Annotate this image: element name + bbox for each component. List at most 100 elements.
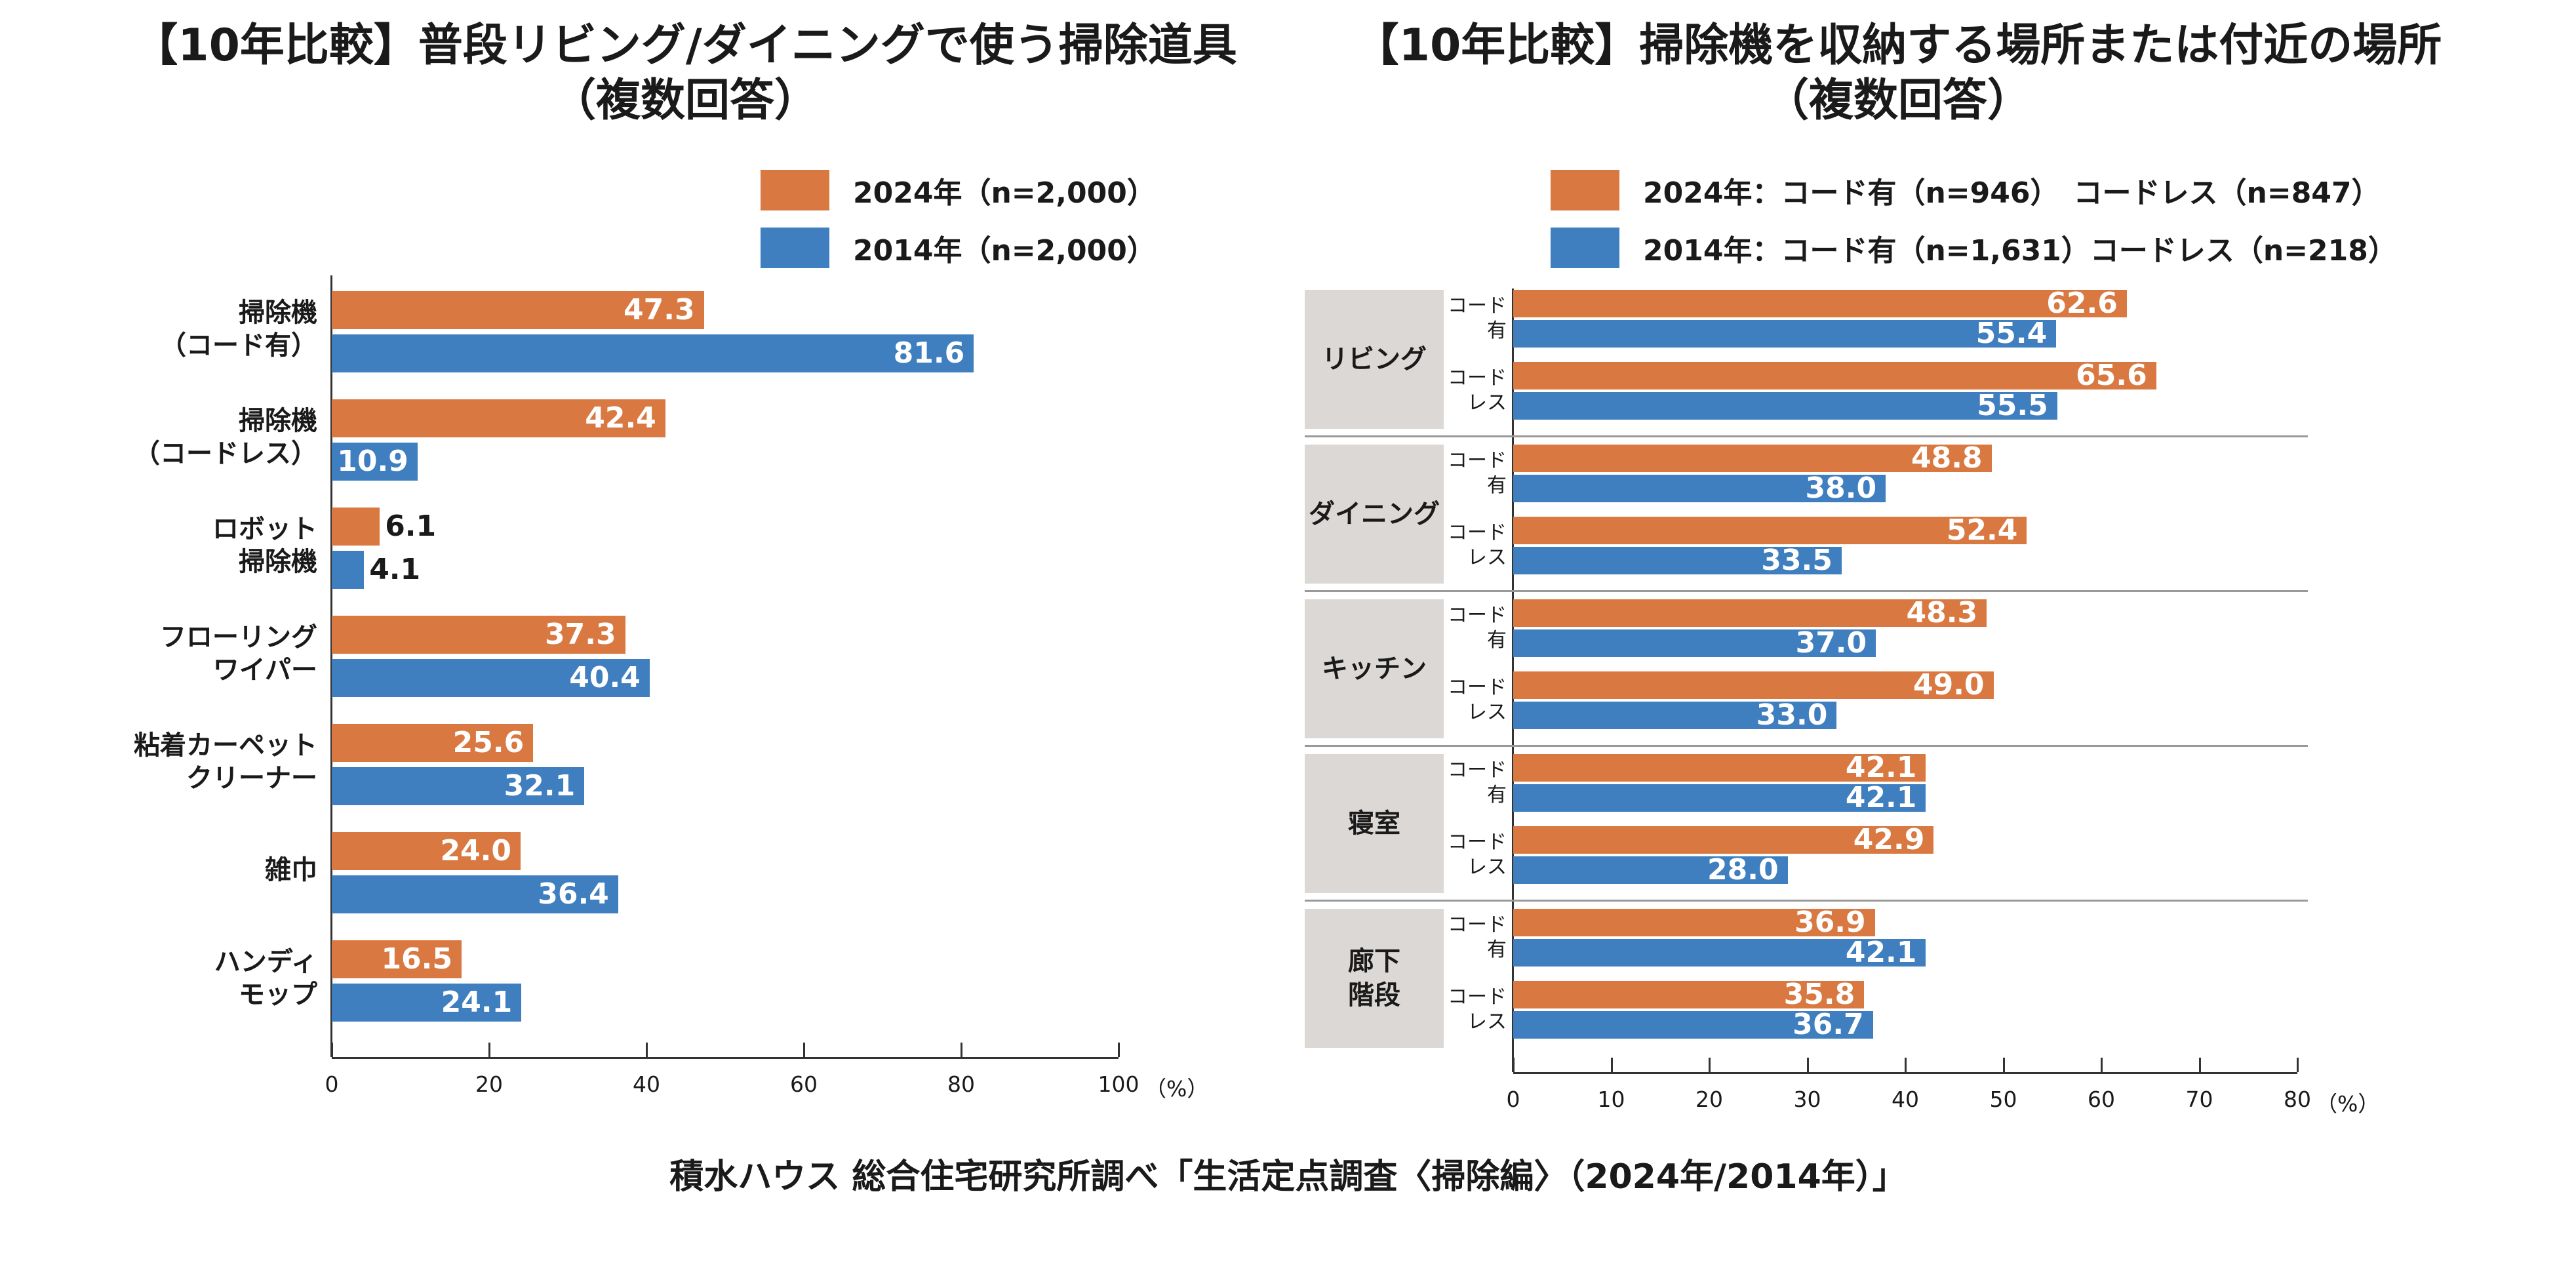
x-tick-label: 0 — [1506, 1087, 1520, 1112]
x-tick — [1905, 1058, 1907, 1072]
x-tick-label: 50 — [1989, 1087, 2017, 1112]
bar-2014 — [1513, 320, 2057, 348]
bar-2024 — [332, 940, 462, 978]
bar-value-2014: 40.4 — [569, 661, 641, 694]
x-tick-label: 80 — [2284, 1087, 2311, 1112]
group-label: リビング — [1305, 290, 1444, 429]
bar-value-2014: 42.1 — [1845, 936, 1917, 969]
legend-label-2024: 2024年：コード有（n=946） コードレス（n=847） — [1643, 176, 2381, 210]
bar-2014 — [1513, 475, 1886, 502]
bar-value-2024: 16.5 — [381, 942, 452, 976]
bar-value-2024: 42.4 — [585, 401, 656, 435]
bar-value-2024: 25.6 — [452, 726, 525, 759]
x-tick — [488, 1043, 490, 1057]
category-label: 掃除機 （コードレス） — [134, 406, 317, 469]
bar-value-2014: 33.5 — [1761, 544, 1833, 577]
bar-2014 — [1513, 784, 1926, 812]
bar-2024 — [332, 399, 665, 437]
x-tick-label: 30 — [1793, 1087, 1821, 1112]
x-tick-label: 40 — [1892, 1087, 1919, 1112]
bar-2024 — [332, 832, 521, 870]
group-label: ダイニング — [1305, 445, 1444, 584]
x-axis-line — [332, 1057, 1119, 1059]
left-legend-2024: 2024年（n=2,000） — [761, 169, 1156, 211]
bar-2024 — [1513, 290, 2127, 317]
legend-label-2014: 2014年（n=2,000） — [853, 234, 1156, 268]
right-chart-title: 【10年比較】掃除機を収納する場所または付近の場所 （複数回答） — [1354, 20, 2442, 127]
bar-2014 — [1513, 939, 1926, 967]
bar-value-2014: 37.0 — [1795, 626, 1867, 660]
legend-label-2014: 2014年：コード有（n=1,631）コードレス（n=218） — [1643, 234, 2397, 268]
sub-category-label: コード レス — [1448, 986, 1507, 1033]
x-tick-label: 20 — [475, 1071, 503, 1097]
bar-value-2024: 52.4 — [1946, 513, 2018, 547]
bar-value-2024: 6.1 — [385, 509, 437, 543]
sub-category-label: コード レス — [1448, 367, 1507, 414]
x-tick — [2198, 1058, 2201, 1072]
bar-2024 — [1513, 981, 1865, 1008]
bar-2014 — [332, 551, 365, 589]
bar-2024 — [1513, 671, 1994, 699]
bar-value-2024: 36.9 — [1794, 906, 1866, 939]
bar-value-2024: 48.8 — [1911, 441, 1983, 475]
bar-value-2014: 28.0 — [1707, 853, 1779, 887]
x-tick — [1513, 1058, 1515, 1072]
legend-swatch-2024 — [1551, 170, 1619, 210]
category-label: ロボット 掃除機 — [212, 514, 317, 577]
bar-2014 — [1513, 547, 1842, 574]
legend-swatch-2014 — [761, 228, 829, 268]
y-axis-line — [1512, 289, 1514, 1072]
bar-2014 — [1513, 392, 2057, 420]
bar-2014 — [1513, 629, 1876, 657]
bar-2024 — [332, 508, 380, 546]
sub-category-label: コード 有 — [1448, 913, 1507, 961]
bar-2024 — [1513, 826, 1934, 854]
y-axis-line — [330, 275, 332, 1057]
x-tick-label: 70 — [2185, 1087, 2213, 1112]
bar-2024 — [332, 291, 704, 329]
bar-value-2024: 42.9 — [1853, 823, 1925, 856]
bar-value-2014: 33.0 — [1756, 698, 1828, 732]
bar-value-2024: 24.0 — [440, 834, 511, 867]
bar-2024 — [1513, 362, 2156, 389]
legend-swatch-2024 — [761, 170, 829, 210]
legend-label-2024: 2024年（n=2,000） — [853, 176, 1156, 210]
bar-value-2014: 32.1 — [504, 769, 576, 803]
x-tick — [2297, 1058, 2299, 1072]
group-label: 寝室 — [1305, 754, 1444, 893]
x-tick — [1610, 1058, 1613, 1072]
bar-2014 — [1513, 702, 1837, 729]
bar-2024 — [1513, 754, 1926, 782]
x-tick-label: 60 — [2088, 1087, 2115, 1112]
bar-value-2014: 36.4 — [538, 877, 609, 911]
x-unit-label: （%） — [1145, 1076, 1209, 1102]
group-label: 廊下 階段 — [1305, 909, 1444, 1048]
bar-2014 — [332, 984, 522, 1022]
right-legend-2014: 2014年：コード有（n=1,631）コードレス（n=218） — [1551, 227, 2397, 269]
sub-category-label: コード 有 — [1448, 759, 1507, 807]
category-label: ハンディ モップ — [214, 947, 317, 1010]
bar-value-2014: 4.1 — [369, 553, 421, 586]
bar-2024 — [1513, 517, 2027, 544]
right-legend-2024: 2024年：コード有（n=946） コードレス（n=847） — [1551, 169, 2381, 211]
x-tick — [803, 1043, 805, 1057]
bar-2014 — [1513, 856, 1788, 884]
bar-value-2024: 35.8 — [1783, 978, 1855, 1011]
bar-value-2014: 42.1 — [1845, 781, 1917, 814]
bar-2024 — [1513, 445, 1992, 472]
x-tick-label: 80 — [947, 1071, 975, 1097]
sub-category-label: コード 有 — [1448, 449, 1507, 497]
bar-2024 — [1513, 909, 1875, 936]
bar-value-2014: 55.5 — [1977, 389, 2048, 422]
bar-2024 — [332, 616, 625, 654]
x-tick-label: 0 — [325, 1071, 339, 1097]
group-separator — [1305, 745, 2308, 747]
group-label: キッチン — [1305, 599, 1444, 738]
x-tick-label: 100 — [1098, 1071, 1139, 1097]
bar-value-2024: 37.3 — [545, 618, 616, 651]
bar-2024 — [332, 724, 534, 762]
bar-value-2024: 49.0 — [1912, 668, 1985, 702]
x-tick-label: 20 — [1695, 1087, 1723, 1112]
bar-value-2014: 55.4 — [1975, 317, 2048, 350]
bar-2014 — [332, 875, 618, 913]
